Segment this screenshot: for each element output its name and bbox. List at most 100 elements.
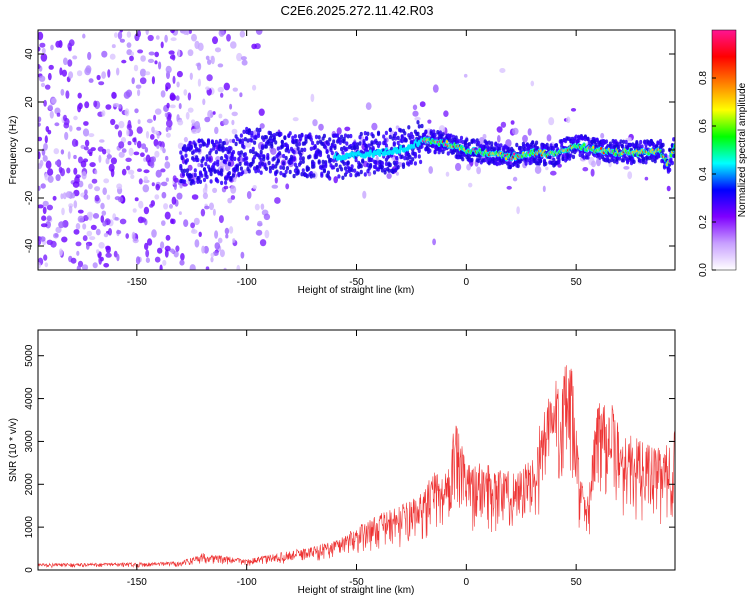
spectrogram-cell [134,33,140,42]
spectrogram-cell [300,147,304,153]
spectrogram-cell [340,167,344,172]
spectrogram-cell [162,259,167,266]
spectrogram-cell [144,242,149,250]
spectrogram-cell [395,155,399,161]
spectrogram-cell [38,46,41,52]
spectrogram-cell [264,144,268,149]
spectrogram-cell [301,156,305,161]
spectrogram-cell [392,141,396,146]
spectrogram-cell [190,229,198,235]
spectrogram-cell [47,175,54,183]
spectrogram-cell [413,151,417,157]
spectrogram-cell [73,154,77,160]
spectrogram-cell [141,217,146,223]
spectrogram-cell [284,169,288,174]
spectrogram-cell [88,133,95,138]
spectrogram-cell [645,156,649,161]
spectrogram-cell [301,159,305,164]
spectrogram-cell [490,141,494,146]
spectrogram-cell [336,167,340,173]
spectrogram-cell [598,155,602,160]
spectrogram-cell [350,146,354,151]
spectrogram-cell [150,161,155,169]
spectrogram-cell [218,138,222,144]
spectrogram-cell [96,249,100,254]
spectrogram-cell [644,160,648,165]
spectrogram-cell [591,160,596,168]
spectrogram-cell [604,139,609,144]
spectrogram-cell [310,93,315,103]
spectrogram-cell [156,144,160,149]
spectrogram-cell [75,223,81,230]
spectrogram-xtick-label: 0 [464,277,470,288]
spectrogram-cell [124,108,130,117]
spectrogram-cell [127,141,132,146]
snr-xlabel: Height of straight line (km) [298,585,415,596]
spectrogram-cell [614,152,617,156]
spectrogram-cell [130,174,135,179]
spectrogram-cell [278,151,282,156]
spectrogram-cell [54,122,60,127]
spectrogram-cell [483,157,487,163]
spectrogram-cell [341,150,345,155]
spectrogram-cell [183,89,188,96]
spectrogram-cell [86,211,93,218]
spectrogram-cell [101,50,108,58]
spectrogram-cell [320,173,324,178]
colorbar-ticks: 0.0 0.2 0.4 0.6 0.8 [698,71,716,277]
spectrogram-cell [103,263,110,268]
spectrogram-cell [329,157,333,163]
spectrogram-cell [387,168,391,173]
spectrogram-cell [171,218,176,225]
spectrogram-cell [581,136,585,141]
spectrogram-cell [458,139,462,144]
spectrogram-cell [512,127,519,135]
spectrogram-cell [169,204,173,209]
spectrogram-cell [39,159,44,167]
spectrogram-cell [239,92,243,98]
spectrogram-cell [38,239,42,246]
spectrogram-cell [205,86,210,91]
spectrogram-cell [52,195,57,201]
spectrogram-cell [70,257,77,264]
colorbar-label: Normalized spectral amplitude [737,82,748,217]
spectrogram-cell [76,126,82,131]
spectrogram-cell [206,74,213,82]
spectrogram-cell [274,140,278,145]
spectrogram-cell [280,139,284,145]
spectrogram-cell [204,170,208,175]
spectrogram-cell [231,138,236,144]
spectrogram-cell [413,161,417,166]
spectrogram-cell [213,161,217,166]
spectrogram-ytick-label: 0 [24,147,35,153]
spectrogram-cell [55,226,62,234]
spectrogram-cell [299,136,303,141]
spectrogram-cell [378,141,382,146]
snr-ytick-label: 4000 [24,387,35,410]
spectrogram-cell [505,157,508,161]
spectrogram-cell [594,142,598,147]
spectrogram-cell [468,182,473,188]
spectrogram-cell [229,138,233,143]
spectrogram-cell [202,177,207,183]
spectrogram-cell [161,191,167,199]
spectrogram-cell [304,134,308,139]
spectrogram-cell [346,160,350,166]
spectrogram-cell [159,264,163,270]
spectrogram-cell [204,205,210,210]
spectrogram-cell [202,187,208,195]
spectrogram-cell [345,146,349,152]
spectrogram-cell [455,140,460,145]
spectrogram-cell [160,168,166,173]
spectrogram-cell [386,173,392,179]
spectrogram-cell [63,57,68,66]
spectrogram-cell [198,231,202,237]
spectrogram-cell [619,139,623,144]
spectrogram-cell [131,77,135,85]
spectrogram-cell [170,30,175,34]
spectrogram-cell [210,55,215,65]
spectrogram-cell [445,140,449,144]
spectrogram-cell [44,84,51,90]
spectrogram-cell [336,127,342,135]
spectrogram-cell [632,159,636,164]
